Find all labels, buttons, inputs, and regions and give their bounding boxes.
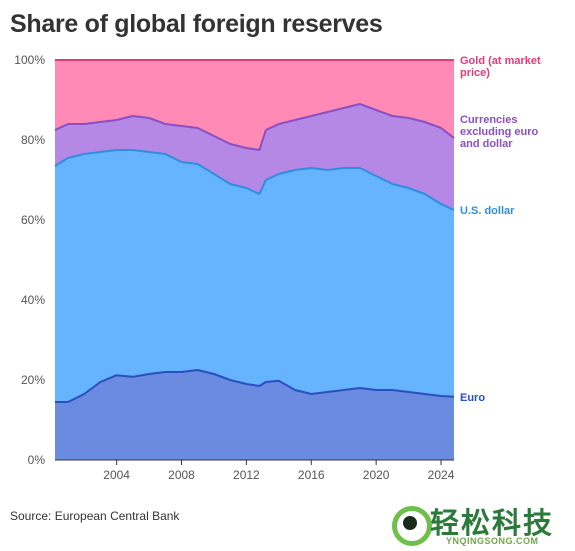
area-series-2 — [55, 104, 454, 210]
stacked-area-chart: 0%20%40%60%80%100% 2004 2008 2012 2016 2020 2… — [14, 53, 541, 482]
area-series-0 — [55, 370, 454, 460]
series-label-2: Currencies excluding euro and dollar — [460, 114, 539, 150]
area-series-1 — [55, 150, 454, 402]
source-note: Source: European Central Bank — [10, 509, 180, 523]
chart-title: Share of global foreign reserves — [10, 10, 383, 38]
line-series-2 — [54, 103, 455, 151]
series-lines — [54, 59, 455, 403]
y-tick-label: 60% — [21, 213, 45, 227]
x-tick-label: 2024 — [428, 468, 455, 482]
x-tick-label: 2004 — [103, 468, 130, 482]
x-axis: 2004 2008 2012 2016 2020 2024 — [55, 459, 455, 482]
y-tick-label: 0% — [28, 453, 46, 467]
series-labels: Euro U.S. dollar Currencies excluding euro a… — [460, 55, 541, 404]
line-series-0 — [55, 369, 455, 403]
y-tick-label: 100% — [14, 53, 45, 67]
y-axis: 0% 20% 40% 60% 80% 100% — [14, 53, 45, 467]
area-series-3 — [55, 60, 454, 150]
series-label-3: Gold (at market price) — [460, 55, 541, 79]
x-tick-label: 2012 — [233, 468, 260, 482]
line-series-1 — [54, 149, 455, 211]
series-label-1: U.S. dollar — [460, 205, 515, 217]
x-tick-label: 2020 — [363, 468, 390, 482]
series-label-0: Euro — [460, 392, 485, 404]
x-tick-label: 2008 — [168, 468, 195, 482]
logo-mark — [392, 506, 432, 546]
y-tick-label: 80% — [21, 133, 45, 147]
y-tick-label: 40% — [21, 293, 45, 307]
series-areas — [55, 60, 454, 460]
x-tick-label: 2016 — [298, 468, 325, 482]
logo-url: YNQINGSONG.COM — [446, 536, 539, 546]
watermark-logo: 轻松科技 YNQINGSONG.COM — [386, 492, 575, 551]
logo-wordmark: 轻松科技 — [430, 506, 555, 540]
y-tick-label: 20% — [21, 373, 45, 387]
